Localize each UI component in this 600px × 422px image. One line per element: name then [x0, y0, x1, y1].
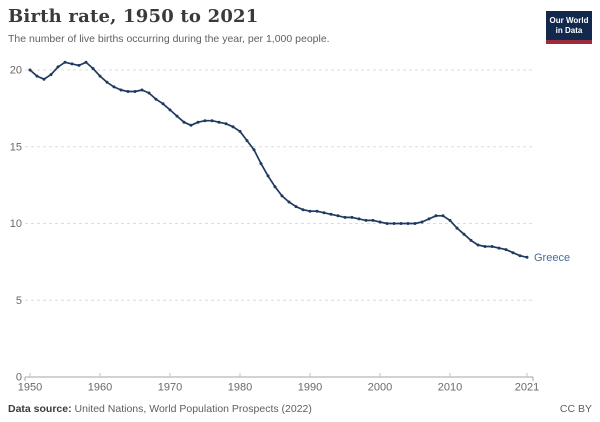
data-source-label: Data source:	[8, 403, 72, 415]
owid-logo-line2: in Data	[555, 25, 583, 35]
svg-text:2010: 2010	[438, 382, 462, 394]
svg-text:5: 5	[16, 295, 22, 307]
svg-text:1970: 1970	[158, 382, 182, 394]
svg-text:15: 15	[10, 141, 22, 153]
data-source-note: Data source: United Nations, World Popul…	[8, 403, 312, 415]
svg-text:10: 10	[10, 218, 22, 230]
svg-text:20: 20	[10, 65, 22, 77]
chart-subtitle: The number of live births occurring duri…	[8, 33, 330, 45]
data-point-markers-greece	[28, 60, 529, 259]
x-axis	[24, 373, 534, 381]
owid-logo[interactable]: Our World in Data	[546, 11, 592, 44]
y-gridlines	[25, 69, 533, 301]
svg-text:1980: 1980	[228, 382, 252, 394]
page-title: Birth rate, 1950 to 2021	[8, 6, 259, 27]
svg-text:0: 0	[16, 372, 22, 384]
svg-text:1990: 1990	[298, 382, 322, 394]
x-axis-labels: 1950 1960 1970 1980 1990 2000 2010 2021	[18, 382, 539, 394]
svg-text:1960: 1960	[88, 382, 112, 394]
svg-text:2000: 2000	[368, 382, 392, 394]
svg-text:1950: 1950	[18, 382, 42, 394]
data-line-greece	[29, 61, 528, 259]
license-badge[interactable]: CC BY	[559, 403, 592, 415]
svg-text:2021: 2021	[515, 382, 539, 394]
data-source-text: United Nations, World Population Prospec…	[71, 403, 312, 415]
owid-logo-line1: Our World	[549, 16, 589, 25]
series-end-label-greece: Greece	[534, 252, 570, 264]
y-axis-labels: 0 5 10 15 20	[10, 65, 22, 384]
